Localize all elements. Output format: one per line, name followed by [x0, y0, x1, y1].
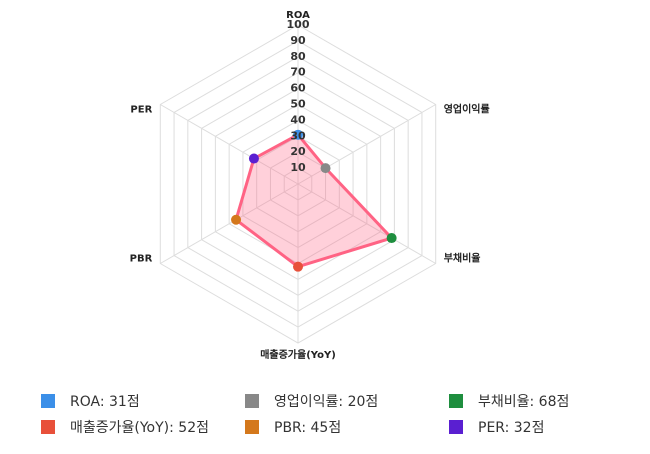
- legend-label: 매출증가율(YoY): 52점: [70, 420, 209, 436]
- legend-swatch: [449, 394, 463, 408]
- data-point: [293, 261, 303, 272]
- spoke: [297, 183, 436, 264]
- r-tick-label: 30: [290, 129, 306, 142]
- legend-label: ROA: 31점: [70, 394, 140, 410]
- spoke: [297, 104, 436, 185]
- legend-swatch: [245, 394, 259, 408]
- data-point: [293, 129, 303, 140]
- r-tick-label: 80: [290, 50, 306, 63]
- spoke: [160, 183, 299, 264]
- r-tick-label: 10: [290, 161, 306, 174]
- data-point: [320, 163, 331, 174]
- r-tick-label: 90: [290, 34, 306, 47]
- legend-label: PER: 32점: [478, 420, 544, 436]
- data-point: [231, 214, 242, 225]
- data-area: [234, 133, 394, 269]
- legend-label: 영업이익률: 20점: [274, 394, 378, 410]
- axis-label: PBR: [130, 254, 153, 265]
- r-tick-label: 40: [290, 113, 306, 126]
- axis-label: ROA: [286, 10, 310, 21]
- r-tick-label: 20: [290, 145, 306, 158]
- spoke: [160, 104, 299, 185]
- legend-label: PBR: 45점: [274, 420, 341, 436]
- legend-swatch: [245, 420, 259, 434]
- axis-label: 부채비율: [444, 252, 481, 265]
- legend-swatch: [41, 394, 55, 408]
- legend-swatch: [449, 420, 463, 434]
- legend-swatch: [41, 420, 55, 434]
- data-point: [386, 233, 397, 244]
- legend-label: 부채비율: 68점: [478, 394, 569, 410]
- axis-label: PER: [130, 105, 152, 116]
- r-tick-label: 50: [290, 98, 306, 111]
- r-tick-label: 70: [290, 66, 306, 79]
- axis-label: 영업이익률: [444, 103, 490, 116]
- data-point: [248, 153, 259, 164]
- r-tick-label: 60: [290, 82, 306, 95]
- r-tick-label: 100: [287, 18, 310, 31]
- axis-label: 매출증가율(YoY): [260, 348, 336, 361]
